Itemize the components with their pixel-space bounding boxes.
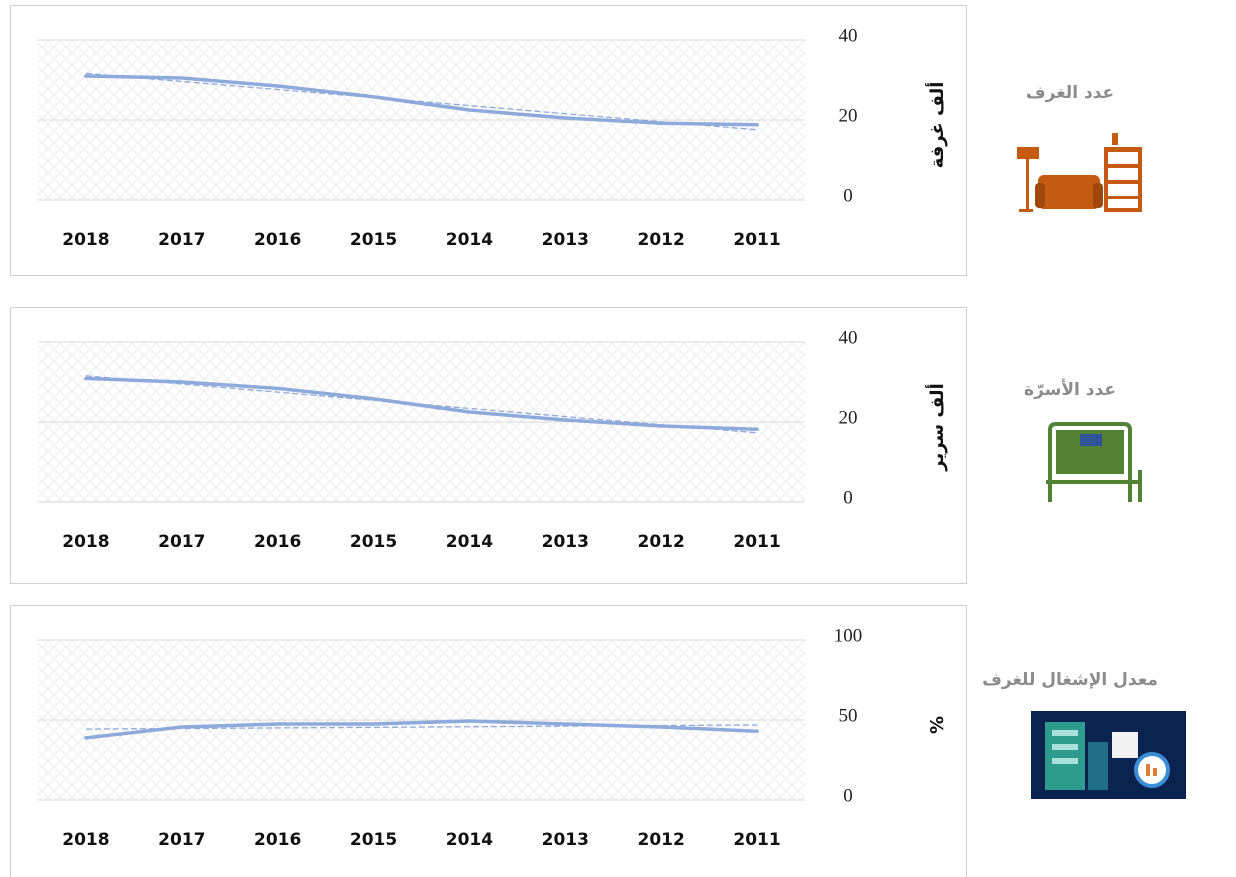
- y-tick-label: 40: [839, 327, 858, 348]
- section-title: عدد الأسرّة: [1024, 379, 1116, 400]
- trendline: [85, 72, 758, 131]
- y-tick-label: 50: [839, 705, 858, 726]
- x-tick-label: 2011: [733, 830, 780, 850]
- y-tick-label: 0: [843, 185, 853, 206]
- y-tick-label: 0: [843, 487, 853, 508]
- y-tick-label: 0: [843, 785, 853, 806]
- rooms-icon: [1017, 133, 1142, 212]
- x-tick-label: 2012: [638, 230, 685, 250]
- x-tick-label: 2018: [62, 230, 109, 250]
- x-tick-label: 2015: [350, 532, 397, 552]
- y-tick-label: 40: [839, 25, 858, 46]
- data-line: [84, 719, 759, 740]
- x-tick-label: 2013: [542, 830, 589, 850]
- y-tick-label: 100: [834, 625, 863, 646]
- x-tick-label: 2013: [542, 230, 589, 250]
- x-tick-label: 2015: [350, 230, 397, 250]
- x-tick-label: 2016: [254, 230, 301, 250]
- chart-panel: 0 20 40 2018 2017 2016 2015 2014 2013 2012 2011 ألف…: [10, 5, 1114, 276]
- data-line: [84, 74, 759, 127]
- x-tick-label: 2012: [638, 830, 685, 850]
- x-tick-label: 2013: [542, 532, 589, 552]
- data-line: [84, 376, 759, 431]
- x-tick-label: 2017: [158, 230, 205, 250]
- y-tick-label: 20: [839, 105, 858, 126]
- x-tick-label: 2017: [158, 830, 205, 850]
- x-tick-label: 2018: [62, 532, 109, 552]
- x-tick-label: 2014: [446, 230, 493, 250]
- x-tick-label: 2012: [638, 532, 685, 552]
- beds-icon: [1046, 422, 1142, 502]
- x-tick-label: 2016: [254, 830, 301, 850]
- section-title: عدد الغرف: [1026, 83, 1114, 103]
- x-tick-label: 2014: [446, 830, 493, 850]
- x-tick-label: 2016: [254, 532, 301, 552]
- x-tick-label: 2014: [446, 532, 493, 552]
- chart-panel: 0 50 100 2018 2017 2016 2015 2014 2013 2012 2011% م…: [10, 605, 1158, 877]
- section-title: معدل الإشغال للغرف: [982, 670, 1158, 690]
- x-tick-label: 2011: [733, 532, 780, 552]
- x-tick-label: 2011: [733, 230, 780, 250]
- y-axis-label: %: [927, 716, 948, 734]
- y-axis-label: ألف سرير: [925, 383, 948, 472]
- x-tick-label: 2017: [158, 532, 205, 552]
- y-tick-label: 20: [839, 407, 858, 428]
- chart-panel: 0 20 40 2018 2017 2016 2015 2014 2013 2012 2011 ألف…: [10, 307, 1116, 584]
- occupancy-icon: [1031, 711, 1186, 799]
- x-tick-label: 2015: [350, 830, 397, 850]
- x-tick-label: 2018: [62, 830, 109, 850]
- y-axis-label: ألف غرفة: [925, 82, 948, 169]
